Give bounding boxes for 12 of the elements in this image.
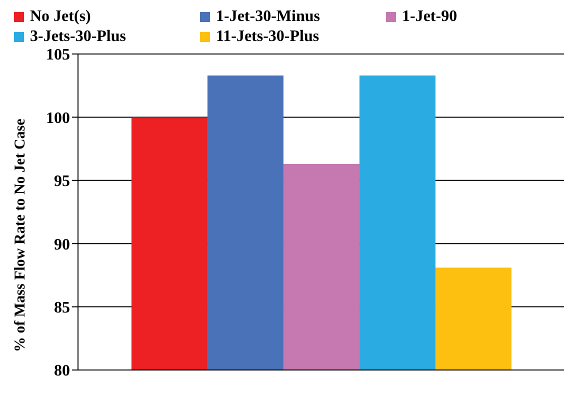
y-axis-title: % of Mass Flow Rate to No Jet Case bbox=[12, 118, 28, 352]
legend-label: 1-Jet-90 bbox=[402, 8, 458, 26]
legend-label: 3-Jets-30-Plus bbox=[30, 28, 126, 46]
legend-label: 11-Jets-30-Plus bbox=[216, 28, 320, 46]
y-tick-label: 105 bbox=[46, 46, 70, 64]
y-tick-label: 90 bbox=[54, 236, 70, 254]
y-tick-label: 80 bbox=[54, 362, 70, 380]
legend-label: No Jet(s) bbox=[30, 8, 91, 26]
y-tick-label: 100 bbox=[46, 110, 70, 127]
y-tick-label: 95 bbox=[54, 173, 70, 190]
y-tick-label: 85 bbox=[54, 299, 70, 316]
legend-label: 1-Jet-30-Minus bbox=[216, 8, 320, 26]
